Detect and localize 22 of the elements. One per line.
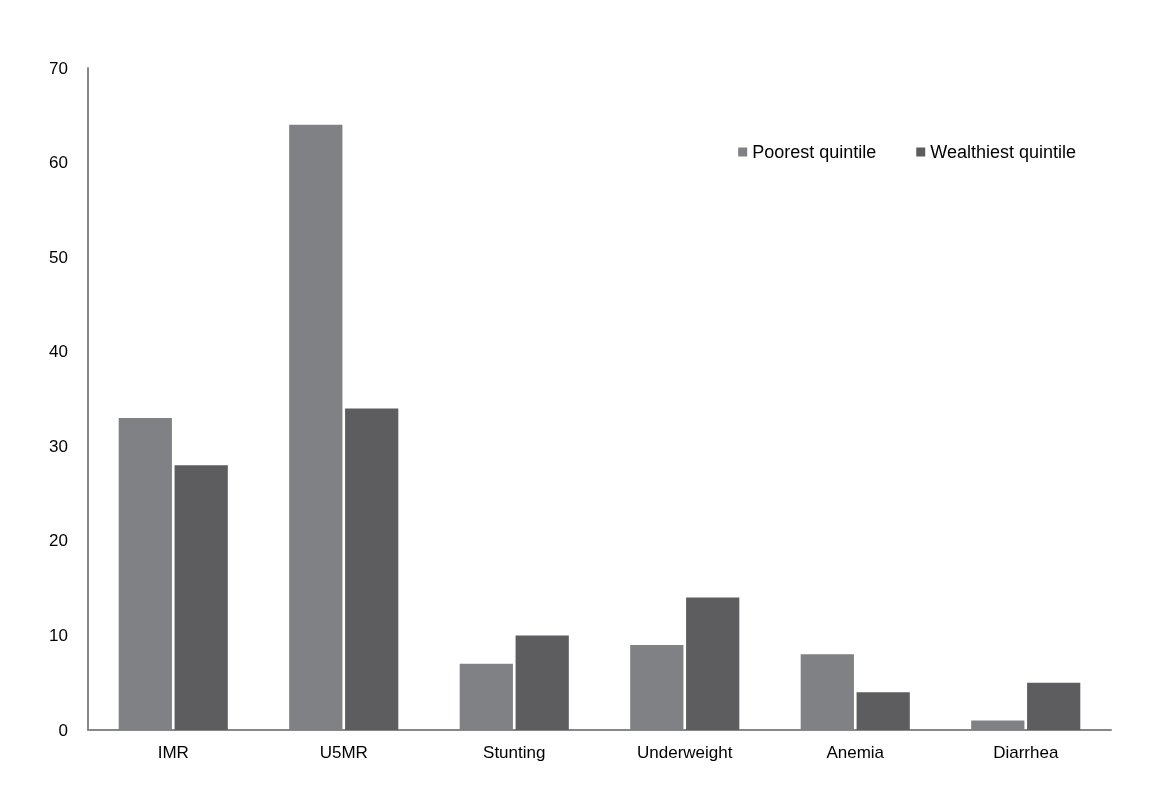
y-tick-label: 70 <box>49 58 68 78</box>
bar <box>856 692 910 730</box>
bar <box>1027 682 1081 730</box>
y-tick-label: 20 <box>49 531 68 551</box>
y-tick-label: 40 <box>49 342 68 362</box>
x-tick-label: Stunting <box>483 743 546 762</box>
legend-label: Poorest quintile <box>752 142 877 162</box>
legend-label: Wealthiest quintile <box>930 142 1076 162</box>
y-tick-label: 60 <box>49 153 68 173</box>
x-tick-label: Anemia <box>826 743 885 762</box>
x-tick-label: Underweight <box>637 743 733 762</box>
bar <box>345 408 399 730</box>
bar <box>515 635 569 730</box>
y-tick-label: 10 <box>49 625 68 645</box>
y-tick-label: 50 <box>49 247 68 267</box>
x-tick-label: IMR <box>157 743 189 762</box>
x-tick-label: Diarrhea <box>993 743 1059 762</box>
bar <box>174 465 228 730</box>
x-tick-label: U5MR <box>319 743 368 762</box>
bar <box>686 597 740 730</box>
y-tick-label: 0 <box>58 720 68 740</box>
y-tick-label: 30 <box>49 436 68 456</box>
